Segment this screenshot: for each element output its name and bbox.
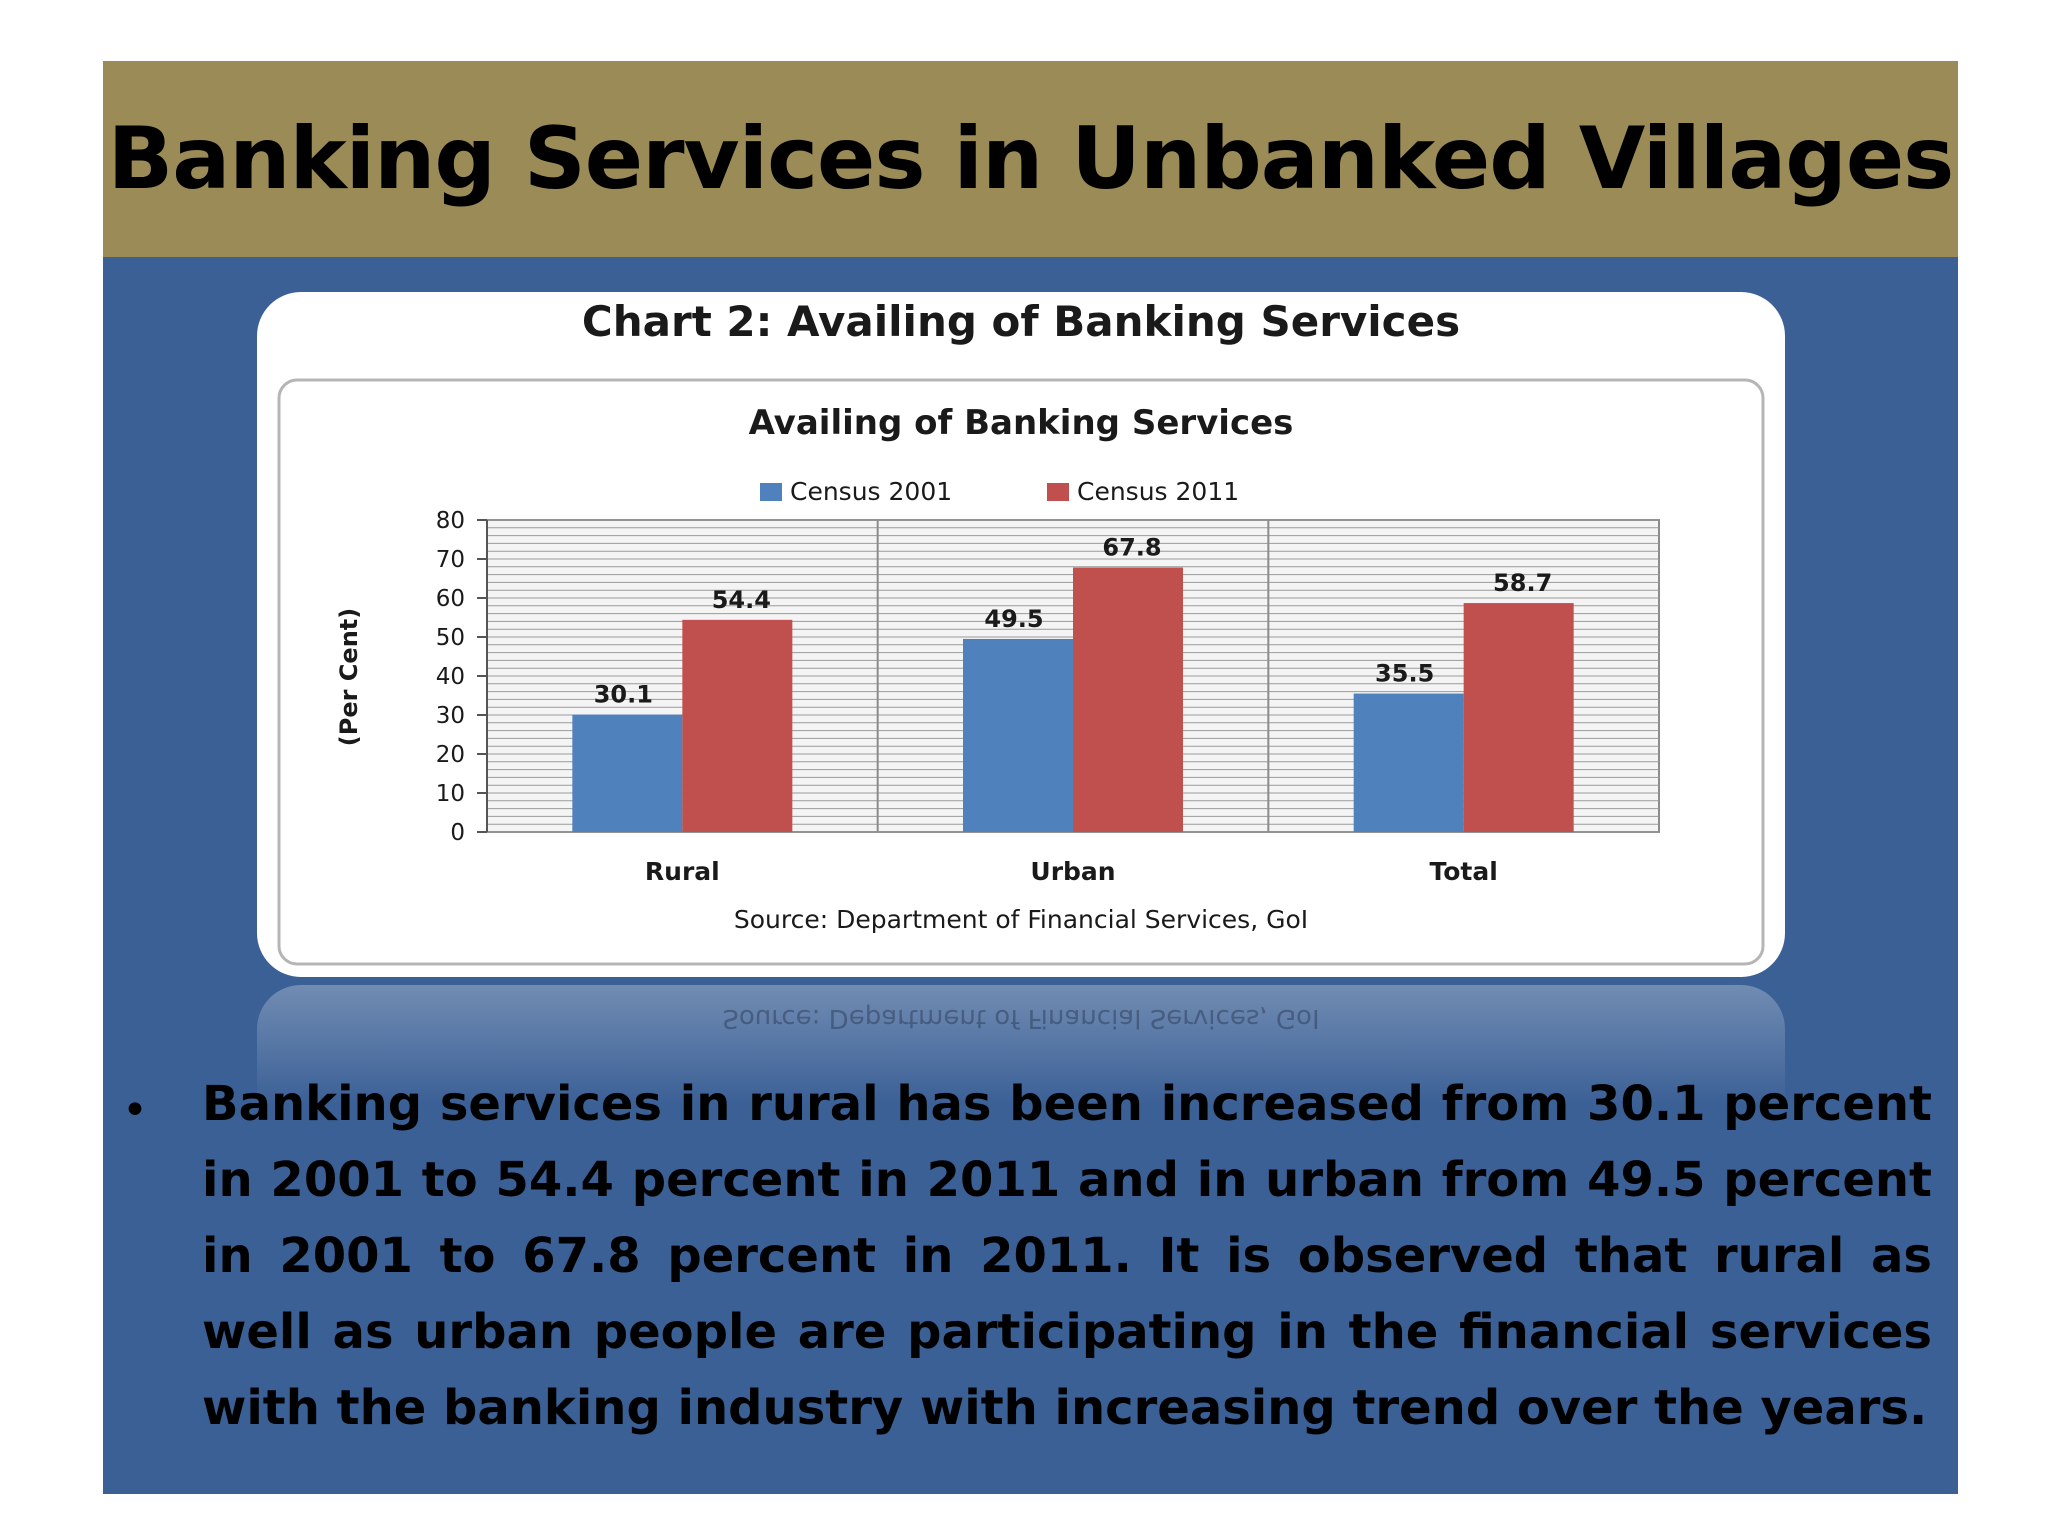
bar	[1463, 603, 1574, 832]
x-tick-label: Rural	[645, 857, 720, 886]
bars: 30.1 54.4 49.5 67.8 35.5 58.7	[572, 534, 1574, 832]
y-tick-label: 40	[436, 664, 465, 690]
data-label: 30.1	[594, 681, 653, 709]
y-tick-label: 50	[436, 625, 465, 651]
bar	[1353, 693, 1464, 832]
y-tick-label: 10	[436, 781, 465, 807]
x-tick-label: Total	[1430, 857, 1498, 886]
data-label: 54.4	[712, 586, 771, 614]
bar	[963, 638, 1073, 832]
legend-label: Census 2001	[790, 477, 952, 506]
x-axis: Rural Urban Total	[645, 857, 1498, 886]
bullet-marker: •	[122, 1085, 148, 1136]
y-tick-label: 60	[436, 586, 465, 612]
data-label: 67.8	[1102, 534, 1161, 562]
x-tick-label: Urban	[1030, 857, 1115, 886]
y-tick-label: 70	[436, 547, 465, 573]
legend-label: Census 2011	[1077, 477, 1239, 506]
y-axis: 0 10 20 30 40 50 60 70 80	[436, 508, 488, 846]
bar-chart: Chart 2: Availing of Banking Services Av…	[277, 297, 1765, 966]
bar	[1073, 567, 1183, 832]
data-label: 58.7	[1493, 569, 1552, 597]
chart-title: Availing of Banking Services	[749, 403, 1294, 443]
chart-legend: Census 2001 Census 2011	[760, 477, 1239, 506]
chart-reflection: Source: Department of Financial Services…	[257, 985, 1785, 1105]
y-tick-label: 80	[436, 508, 465, 534]
title-band: Banking Services in Unbanked Villages	[103, 61, 1958, 257]
chart-card: Chart 2: Availing of Banking Services Av…	[257, 292, 1785, 977]
y-tick-label: 20	[436, 742, 465, 768]
legend-swatch	[1047, 483, 1069, 501]
bar	[572, 714, 683, 832]
chart-caption: Chart 2: Availing of Banking Services	[582, 297, 1460, 346]
bar	[682, 619, 793, 832]
slide-title: Banking Services in Unbanked Villages	[107, 109, 1955, 209]
y-tick-label: 0	[450, 820, 465, 846]
legend-swatch	[760, 483, 782, 501]
y-axis-label: (Per Cent)	[335, 608, 363, 746]
y-tick-label: 30	[436, 703, 465, 729]
data-label: 35.5	[1375, 660, 1434, 688]
data-label: 49.5	[984, 605, 1043, 633]
bullet-text: Banking services in rural has been incre…	[202, 1076, 1932, 1436]
reflection-source-text: Source: Department of Financial Services…	[722, 1003, 1320, 1033]
chart-source: Source: Department of Financial Services…	[734, 905, 1308, 934]
